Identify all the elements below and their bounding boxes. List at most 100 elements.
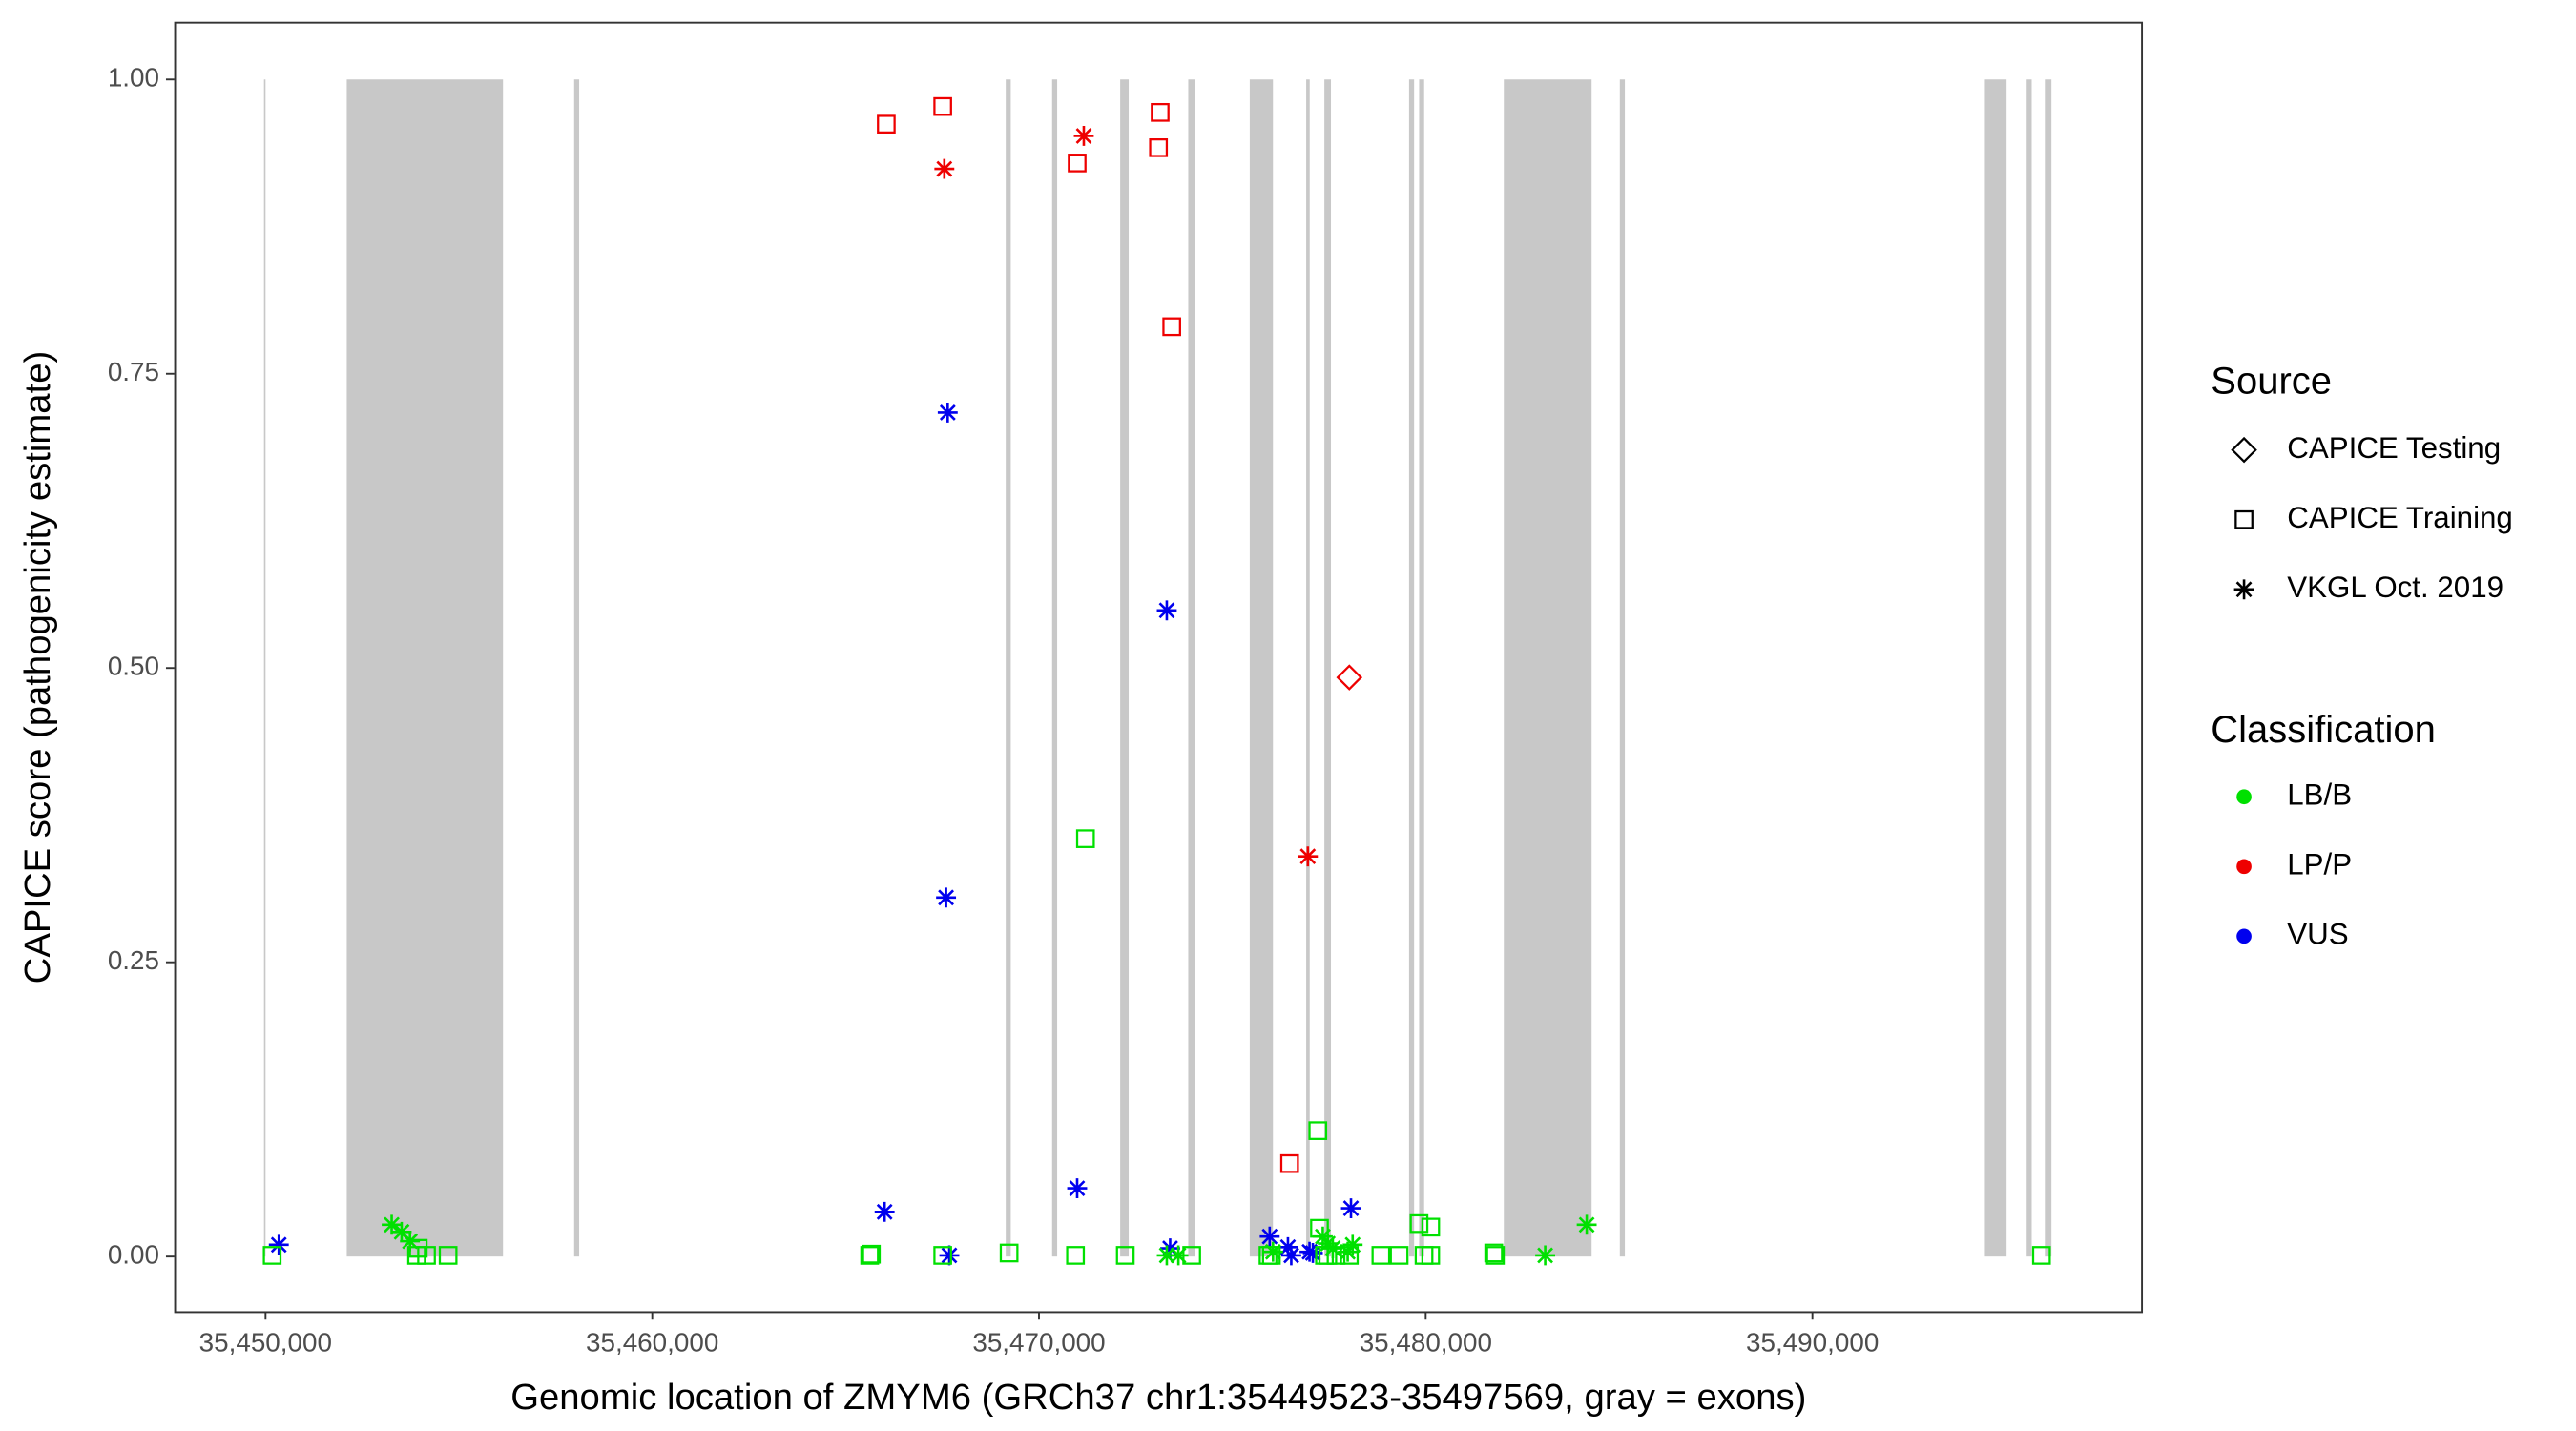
marker-square (1409, 1213, 1429, 1234)
marker-asterisk (1073, 126, 1094, 146)
point (438, 1246, 458, 1265)
marker-asterisk (1338, 1241, 1359, 1262)
x-tick-label: 35,480,000 (1360, 1328, 1492, 1358)
point (1280, 1245, 1301, 1266)
marker-square (860, 1246, 880, 1265)
point (1278, 1236, 1298, 1257)
legend-label: VUS (2287, 918, 2348, 951)
point (1261, 1246, 1281, 1265)
point (1259, 1226, 1280, 1247)
point (1302, 1243, 1323, 1263)
point (1484, 1243, 1504, 1263)
marker-asterisk (382, 1214, 402, 1235)
exon (1249, 79, 1274, 1257)
point (1313, 1226, 1333, 1247)
exon (1306, 79, 1310, 1257)
point (1262, 1241, 1283, 1262)
point (1409, 1213, 1429, 1234)
legend-key (2231, 436, 2257, 464)
marker-square (862, 1244, 882, 1264)
marker-asterisk (937, 403, 958, 423)
marker-square (1075, 829, 1095, 848)
exon (1504, 79, 1592, 1257)
point (417, 1246, 436, 1265)
marker-square (933, 96, 952, 116)
marker-diamond (2231, 436, 2257, 464)
point (1308, 1121, 1328, 1140)
marker-square (1421, 1217, 1441, 1237)
legend-key (2236, 789, 2252, 805)
point (934, 158, 955, 179)
exon (1006, 79, 1011, 1257)
point (1162, 317, 1181, 337)
point (391, 1221, 412, 1242)
marker-diamond (1336, 664, 1363, 691)
point (400, 1231, 421, 1252)
exon (1120, 79, 1130, 1257)
marker-square (1066, 1246, 1086, 1265)
marker-asterisk (1259, 1226, 1280, 1247)
point (939, 1245, 960, 1266)
marker-asterisk (1302, 1243, 1323, 1263)
marker-square (1485, 1246, 1506, 1265)
marker-asterisk (1278, 1236, 1298, 1257)
marker-asterisk (1313, 1226, 1333, 1247)
y-axis-title: CAPICE score (pathogenicity estimate) (17, 351, 58, 985)
legend-label: CAPICE Training (2287, 501, 2513, 534)
exon (1051, 79, 1058, 1257)
x-tick-label: 35,460,000 (586, 1328, 718, 1358)
exon (1619, 79, 1626, 1257)
marker-asterisk (1576, 1214, 1597, 1235)
marker-square (1389, 1246, 1409, 1265)
point (874, 1201, 895, 1222)
panel-border (174, 21, 2144, 1314)
marker-square (1279, 1153, 1299, 1173)
point (1342, 1234, 1363, 1255)
marker-asterisk (874, 1201, 895, 1222)
exon (1188, 79, 1195, 1257)
marker-asterisk (1156, 600, 1177, 621)
exon (573, 79, 580, 1257)
point (1371, 1246, 1391, 1265)
exon (1419, 79, 1424, 1257)
marker-square (1484, 1243, 1504, 1263)
marker-asterisk (1067, 1178, 1088, 1199)
point (1576, 1214, 1597, 1235)
x-tick-label: 35,470,000 (972, 1328, 1105, 1358)
point (1485, 1246, 1506, 1265)
exon (2045, 79, 2052, 1257)
marker-asterisk (1342, 1234, 1363, 1255)
point (1421, 1217, 1441, 1237)
point (936, 887, 957, 908)
point (268, 1234, 289, 1255)
marker-asterisk (1156, 1245, 1177, 1266)
marker-square (1149, 138, 1169, 157)
point (1067, 1178, 1088, 1199)
point (1421, 1246, 1441, 1265)
marker-square (999, 1243, 1019, 1263)
exon (346, 79, 504, 1257)
x-axis-title: Genomic location of ZMYM6 (GRCh37 chr1:3… (510, 1377, 1806, 1418)
point (937, 403, 958, 423)
legend-label: VKGL Oct. 2019 (2287, 570, 2503, 604)
y-tick-label: 0.00 (108, 1240, 159, 1270)
marker-asterisk (391, 1221, 412, 1242)
point (999, 1243, 1019, 1263)
marker-square (417, 1246, 436, 1265)
x-tick-label: 35,490,000 (1746, 1328, 1879, 1358)
marker-asterisk (1322, 1238, 1343, 1258)
marker-square (877, 114, 896, 134)
point (1535, 1245, 1556, 1266)
marker-asterisk (1280, 1245, 1301, 1266)
legend-title: Source (2211, 361, 2332, 403)
point (1156, 600, 1177, 621)
y-tick-label: 0.50 (108, 652, 159, 681)
marker-asterisk (1160, 1238, 1180, 1258)
exon (2026, 79, 2032, 1257)
marker-square (1162, 317, 1181, 337)
exon (1408, 79, 1415, 1257)
point (1279, 1153, 1299, 1173)
marker-square (1308, 1121, 1328, 1140)
